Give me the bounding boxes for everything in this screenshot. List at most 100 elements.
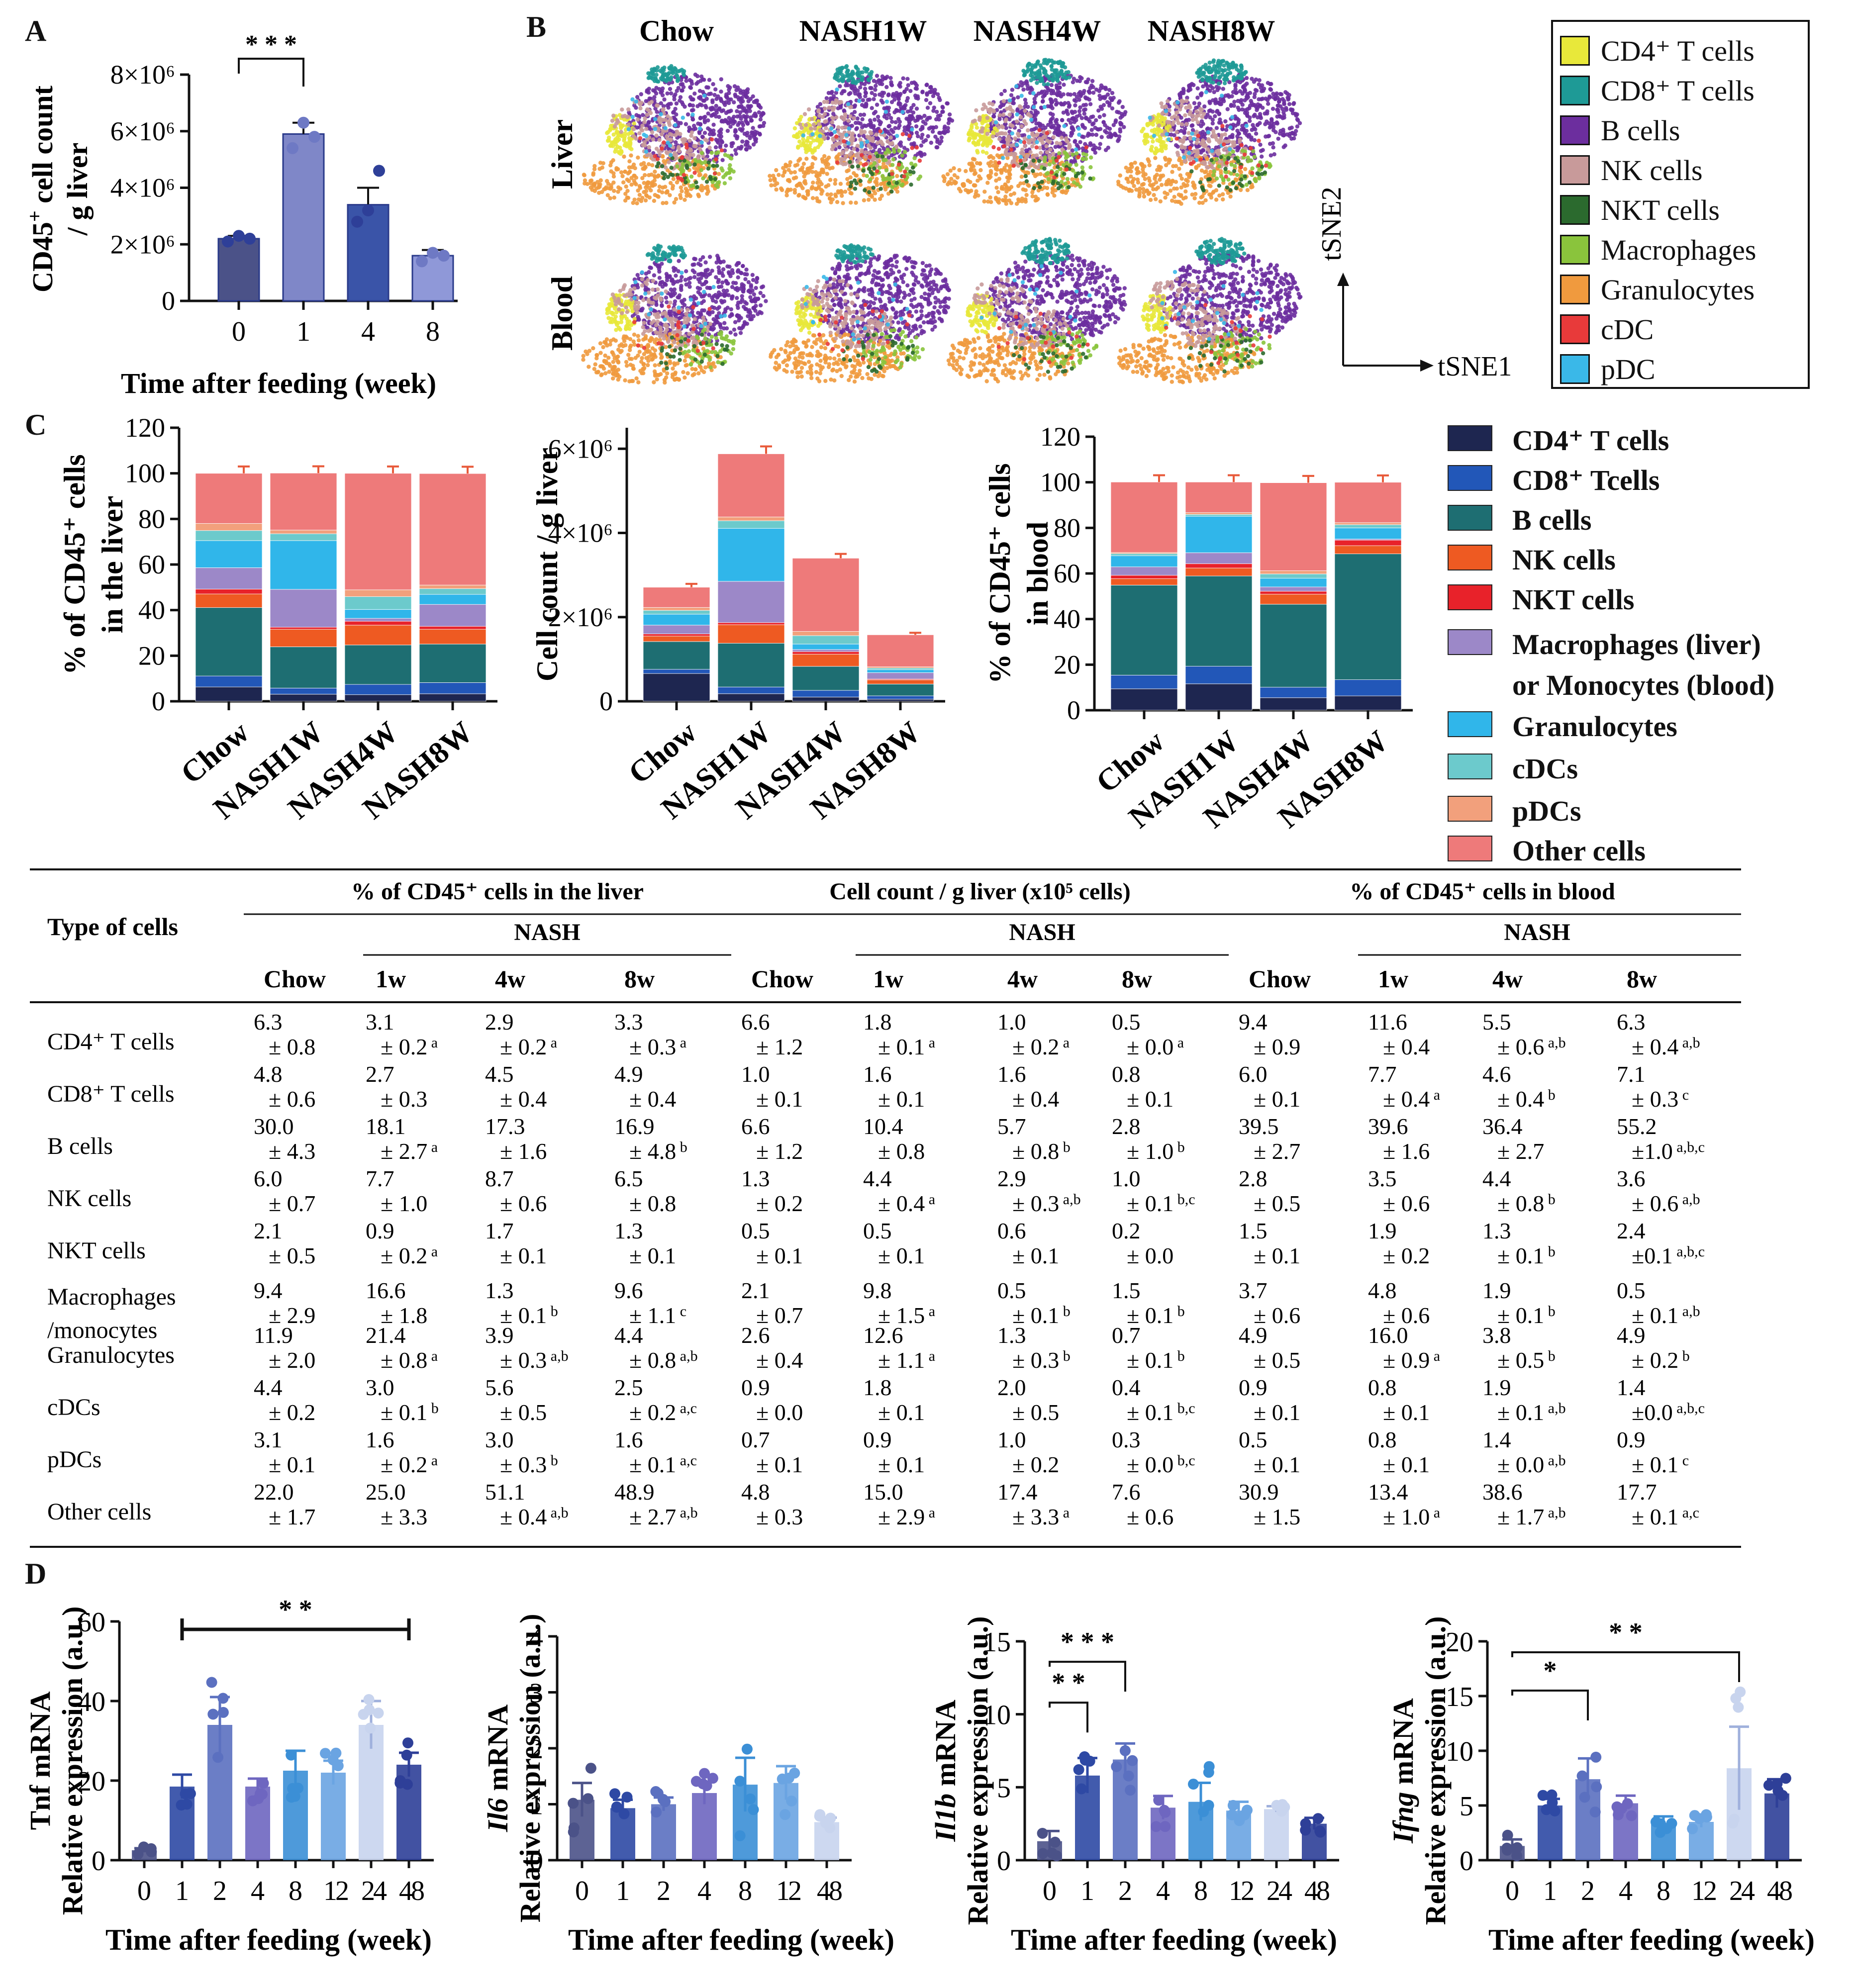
tsne-point (1088, 86, 1092, 91)
tsne-point (817, 122, 822, 126)
tsne-point (1261, 96, 1265, 101)
tsne-point (973, 131, 977, 136)
tsne-point (1260, 154, 1264, 159)
tsne-point (1289, 108, 1294, 112)
tsne-point (848, 160, 852, 164)
tsne-point (1090, 79, 1095, 84)
tsne-point (1258, 114, 1263, 119)
tsne-point (1227, 139, 1231, 143)
tsne-point (728, 85, 732, 90)
tsne-point (1039, 151, 1043, 155)
tsne-point (1022, 119, 1027, 123)
tsne-point (1002, 89, 1007, 93)
tsne-point (869, 72, 873, 77)
tsne-point (697, 146, 702, 151)
tsne-point (687, 103, 692, 107)
tsne-point (1222, 63, 1226, 68)
tsne-point (640, 176, 645, 181)
tsne-point (749, 118, 754, 123)
tsne-point (841, 162, 846, 167)
tsne-point (1178, 173, 1183, 178)
tsne-point (937, 95, 941, 100)
tsne-point (639, 100, 644, 105)
tsne-point (1015, 112, 1019, 117)
tsne-point (692, 171, 697, 175)
tsne-point (1117, 99, 1122, 103)
tsne-point (993, 160, 997, 165)
tsne-point (667, 66, 672, 70)
tsne-point (1094, 118, 1098, 122)
tsne-point (647, 145, 651, 149)
tsne-point (1245, 188, 1250, 192)
tsne-point (674, 112, 679, 117)
tsne-point (980, 121, 984, 125)
tsne-point (1186, 89, 1191, 93)
tsne-point (1080, 157, 1085, 162)
tsne-point (616, 185, 621, 189)
tsne-point (1234, 91, 1238, 95)
tsne-point (859, 82, 864, 86)
tsne-point (1134, 167, 1139, 172)
tsne-point (1129, 169, 1133, 174)
tsne-point (837, 66, 842, 71)
tsne-point (634, 99, 638, 104)
tsne-point (1035, 140, 1039, 144)
tsne-point (1099, 135, 1104, 139)
tsne-point (1039, 76, 1044, 81)
tsne-point (991, 109, 996, 113)
tsne-point (687, 78, 692, 83)
tsne-point (1252, 114, 1256, 118)
tsne-point (1222, 81, 1227, 86)
tsne-point (732, 84, 737, 89)
tsne-point (796, 158, 801, 163)
tsne-point (886, 181, 891, 186)
tsne-point (647, 101, 652, 105)
tsne-point (1042, 166, 1047, 171)
tsne-point (1269, 88, 1273, 92)
tsne-point (680, 155, 684, 160)
tsne-point (911, 110, 916, 115)
tsne-point (1097, 114, 1102, 119)
tsne-point (1282, 113, 1286, 117)
tsne-point (873, 145, 878, 150)
tsne-point (626, 114, 630, 119)
tsne-row-header: Liver (546, 119, 579, 189)
data-point (287, 142, 298, 154)
tsne-point (1000, 125, 1005, 130)
tsne-point (1087, 119, 1092, 124)
tsne-point (902, 146, 907, 150)
tsne-point (785, 188, 790, 192)
tsne-point (1011, 101, 1016, 105)
tsne-point (1055, 132, 1060, 137)
tsne-point (878, 148, 882, 152)
tsne-point (727, 116, 731, 120)
tsne-point (1144, 137, 1148, 142)
tsne-point (1226, 67, 1231, 72)
tsne-point (1007, 98, 1012, 103)
tsne-point (974, 108, 978, 112)
tsne-point (879, 140, 883, 145)
tsne-point (981, 102, 986, 107)
tsne-point (905, 77, 910, 81)
tsne-point (870, 106, 874, 110)
tsne-point (644, 185, 648, 189)
tsne-point (1164, 163, 1169, 168)
tsne-point (1087, 91, 1092, 95)
tsne-point (1103, 87, 1108, 92)
tsne-point (1031, 105, 1036, 109)
tsne-point (868, 130, 873, 135)
tsne-point (1258, 142, 1263, 147)
tsne-point (1141, 182, 1146, 187)
tsne-point (751, 126, 755, 130)
tsne-point (642, 120, 647, 124)
tsne-point (741, 99, 745, 103)
tsne-point (733, 93, 737, 97)
tsne-point (752, 113, 756, 118)
tsne-point (1236, 105, 1240, 110)
tsne-point (714, 137, 718, 142)
tsne-point (840, 193, 844, 198)
tsne-point (1018, 159, 1023, 163)
tsne-point (696, 80, 700, 85)
tsne-point (952, 166, 956, 171)
